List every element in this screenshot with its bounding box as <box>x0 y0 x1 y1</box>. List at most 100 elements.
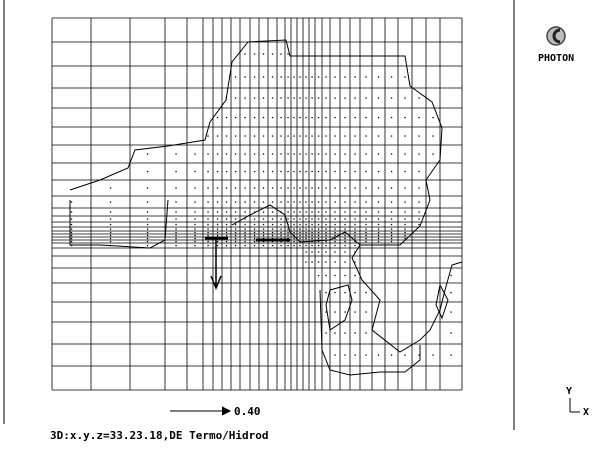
vector-dot <box>378 354 379 355</box>
vector-dot <box>305 228 306 229</box>
vector-dot <box>147 245 148 246</box>
vector-dot <box>287 232 288 233</box>
vector-dot <box>293 228 294 229</box>
vector-dot <box>418 135 419 136</box>
vector-dot <box>311 238 312 239</box>
vector-dot <box>391 224 392 225</box>
vector-dot <box>244 187 245 188</box>
vector-dot <box>147 228 148 229</box>
vector-dot <box>325 117 326 118</box>
vector-dot <box>226 187 227 188</box>
vector-dot <box>263 228 264 229</box>
vector-dot <box>334 354 335 355</box>
vector-dot <box>365 211 366 212</box>
vector-dot <box>110 235 111 236</box>
vector-dot <box>217 241 218 242</box>
vector-dot <box>110 201 111 202</box>
vector-dot <box>263 201 264 202</box>
vector-dot <box>71 232 72 233</box>
vector-dot <box>226 245 227 246</box>
vector-dot <box>280 53 281 54</box>
vector-dot <box>263 211 264 212</box>
vector-dot <box>391 235 392 236</box>
vector-dot <box>71 235 72 236</box>
vector-dot <box>280 117 281 118</box>
logo-label[interactable]: PHOTON <box>538 53 574 64</box>
vector-dot <box>365 97 366 98</box>
vector-dot <box>365 117 366 118</box>
vector-dot <box>344 261 345 262</box>
vector-dot <box>272 235 273 236</box>
vector-dot <box>226 201 227 202</box>
vector-dot <box>325 224 326 225</box>
vector-dot <box>344 251 345 252</box>
vector-dot <box>432 135 433 136</box>
vector-dot <box>147 218 148 219</box>
vector-dot <box>325 187 326 188</box>
vector-dot <box>263 153 264 154</box>
vector-dot <box>344 201 345 202</box>
vector-dot <box>263 76 264 77</box>
vector-dot <box>318 245 319 246</box>
vector-dot <box>325 76 326 77</box>
vector-dot <box>378 228 379 229</box>
vector-dot <box>175 171 176 172</box>
vector-dot <box>226 135 227 136</box>
vector-dot <box>287 117 288 118</box>
vector-dot <box>365 238 366 239</box>
vector-dot <box>404 218 405 219</box>
vector-dot <box>207 232 208 233</box>
vector-dot <box>207 153 208 154</box>
vector-dot <box>254 53 255 54</box>
vector-dot <box>354 153 355 154</box>
vector-dot <box>110 211 111 212</box>
vector-dot <box>432 354 433 355</box>
vector-dot <box>194 171 195 172</box>
vector-dot <box>71 228 72 229</box>
vector-dot <box>254 241 255 242</box>
vector-dot <box>391 238 392 239</box>
vector-dot <box>235 211 236 212</box>
vector-dot <box>418 224 419 225</box>
vector-dot <box>418 201 419 202</box>
vector-dot <box>365 241 366 242</box>
vector-dot <box>263 97 264 98</box>
vector-dot <box>217 218 218 219</box>
vector-dot <box>235 153 236 154</box>
vector-dot <box>404 187 405 188</box>
vector-dot <box>378 241 379 242</box>
vector-dot <box>334 135 335 136</box>
vector-dot <box>305 201 306 202</box>
vector-dot <box>354 201 355 202</box>
photon-window: 0.40 3D:x.y.z=33.23.18,DE Termo/Hidrod P… <box>0 0 602 450</box>
vector-dot <box>217 228 218 229</box>
vector-dot <box>226 211 227 212</box>
vector-dot <box>71 201 72 202</box>
vector-dot <box>305 235 306 236</box>
vector-dot <box>235 117 236 118</box>
vector-dot <box>207 228 208 229</box>
vector-dot <box>344 241 345 242</box>
vector-dot <box>325 232 326 233</box>
vector-dot <box>299 153 300 154</box>
vector-dot <box>311 187 312 188</box>
vector-dot <box>344 153 345 154</box>
vector-dot <box>175 241 176 242</box>
vector-dot <box>244 153 245 154</box>
vector-dot <box>263 245 264 246</box>
vector-dot <box>175 218 176 219</box>
vector-dot <box>404 201 405 202</box>
vector-dot <box>344 218 345 219</box>
vector-dot <box>391 228 392 229</box>
vector-dot <box>305 153 306 154</box>
vector-dot <box>235 245 236 246</box>
vector-dot <box>226 218 227 219</box>
vector-dot <box>344 97 345 98</box>
vector-dot <box>334 235 335 236</box>
vector-dot <box>391 153 392 154</box>
vector-dot <box>311 224 312 225</box>
vector-dot <box>354 311 355 312</box>
vector-dot <box>325 211 326 212</box>
vector-dot <box>299 171 300 172</box>
vector-dot <box>293 218 294 219</box>
